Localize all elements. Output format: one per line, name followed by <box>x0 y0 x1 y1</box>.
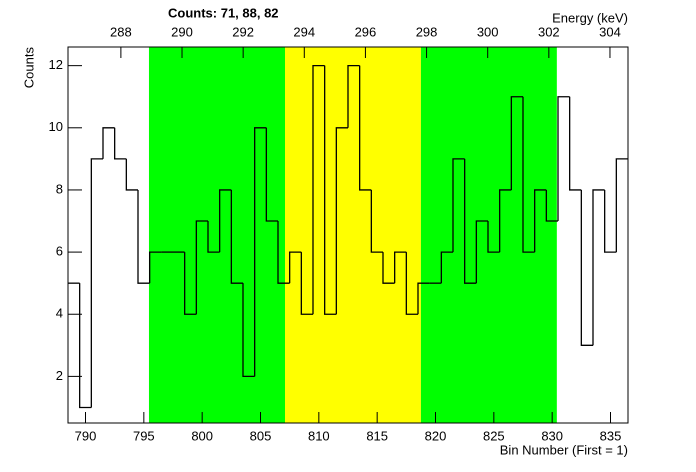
x-tick-label: 820 <box>425 428 447 443</box>
histogram-step <box>522 96 535 253</box>
histogram-step <box>545 189 558 222</box>
histogram-step <box>487 221 500 253</box>
histogram-step <box>195 220 208 315</box>
x2-tick-label: 294 <box>293 24 315 39</box>
region <box>148 47 285 423</box>
histogram-step <box>90 158 103 408</box>
x2-tick-label: 302 <box>538 24 560 39</box>
x-tick-label: 825 <box>483 428 505 443</box>
histogram-step <box>592 189 605 346</box>
y-tick-label: 12 <box>49 57 63 72</box>
x-tick-label: 835 <box>600 428 622 443</box>
histogram-step <box>405 252 418 315</box>
histogram-step <box>534 189 547 253</box>
histogram-step <box>324 65 337 315</box>
histogram-step <box>149 251 162 284</box>
histogram-step <box>277 221 290 284</box>
x2-tick-label: 288 <box>110 24 132 39</box>
histogram-step <box>615 158 628 253</box>
x-tick-label: 790 <box>75 428 97 443</box>
histogram-step <box>230 189 243 284</box>
histogram-step <box>394 251 407 284</box>
histogram-step <box>557 96 570 222</box>
histogram-step <box>125 158 138 191</box>
histogram-step <box>580 189 593 346</box>
histogram-step <box>569 96 582 191</box>
histogram-step <box>137 189 150 284</box>
histogram-step <box>499 189 512 253</box>
histogram-step <box>102 127 115 159</box>
plot-frame <box>67 46 629 424</box>
region <box>285 47 421 423</box>
histogram-step <box>370 189 383 253</box>
histogram-step <box>347 64 360 128</box>
y-tick-label: 8 <box>56 181 63 196</box>
x2-tick-label: 298 <box>416 24 438 39</box>
histogram-step <box>510 96 523 190</box>
x-tick-label: 800 <box>191 428 213 443</box>
x2-axis-label: Energy (keV) <box>552 10 628 25</box>
x2-tick-label: 290 <box>171 24 193 39</box>
histogram-step <box>79 283 92 409</box>
histogram-step <box>382 252 395 284</box>
histogram-step <box>207 221 220 253</box>
region <box>420 47 557 423</box>
histogram-step <box>289 251 302 284</box>
x2-tick-label: 300 <box>477 24 499 39</box>
histogram-step <box>452 158 465 253</box>
histogram-step <box>604 189 617 253</box>
histogram-step <box>417 282 430 315</box>
y-tick-label: 2 <box>56 368 63 383</box>
histogram-step <box>184 252 197 315</box>
y-tick-label: 6 <box>56 244 63 259</box>
x-tick-label: 810 <box>308 428 330 443</box>
histogram-step <box>475 220 488 284</box>
x-tick-label: 815 <box>366 428 388 443</box>
x-tick-label: 805 <box>250 428 272 443</box>
histogram-step <box>464 158 477 284</box>
x2-tick-label: 292 <box>232 24 254 39</box>
histogram-step <box>265 127 278 222</box>
x-tick-label: 795 <box>133 428 155 443</box>
histogram-step <box>335 127 348 315</box>
x2-tick-label: 304 <box>599 24 621 39</box>
histogram-step <box>219 189 232 253</box>
x2-tick-label: 296 <box>355 24 377 39</box>
histogram-step <box>440 251 453 284</box>
histogram-step <box>254 127 267 377</box>
histogram-step <box>300 252 313 315</box>
histogram-step <box>312 64 325 315</box>
x-axis-label: Bin Number (First = 1) <box>500 442 628 457</box>
histogram-step <box>359 65 372 191</box>
chart-title: Counts: 71, 88, 82 <box>168 5 279 20</box>
histogram-step <box>242 283 255 378</box>
y-tick-label: 10 <box>49 119 63 134</box>
y-tick-label: 4 <box>56 306 63 321</box>
x-tick-label: 830 <box>541 428 563 443</box>
histogram-step <box>114 127 127 160</box>
y-axis-label: Counts <box>21 47 36 89</box>
